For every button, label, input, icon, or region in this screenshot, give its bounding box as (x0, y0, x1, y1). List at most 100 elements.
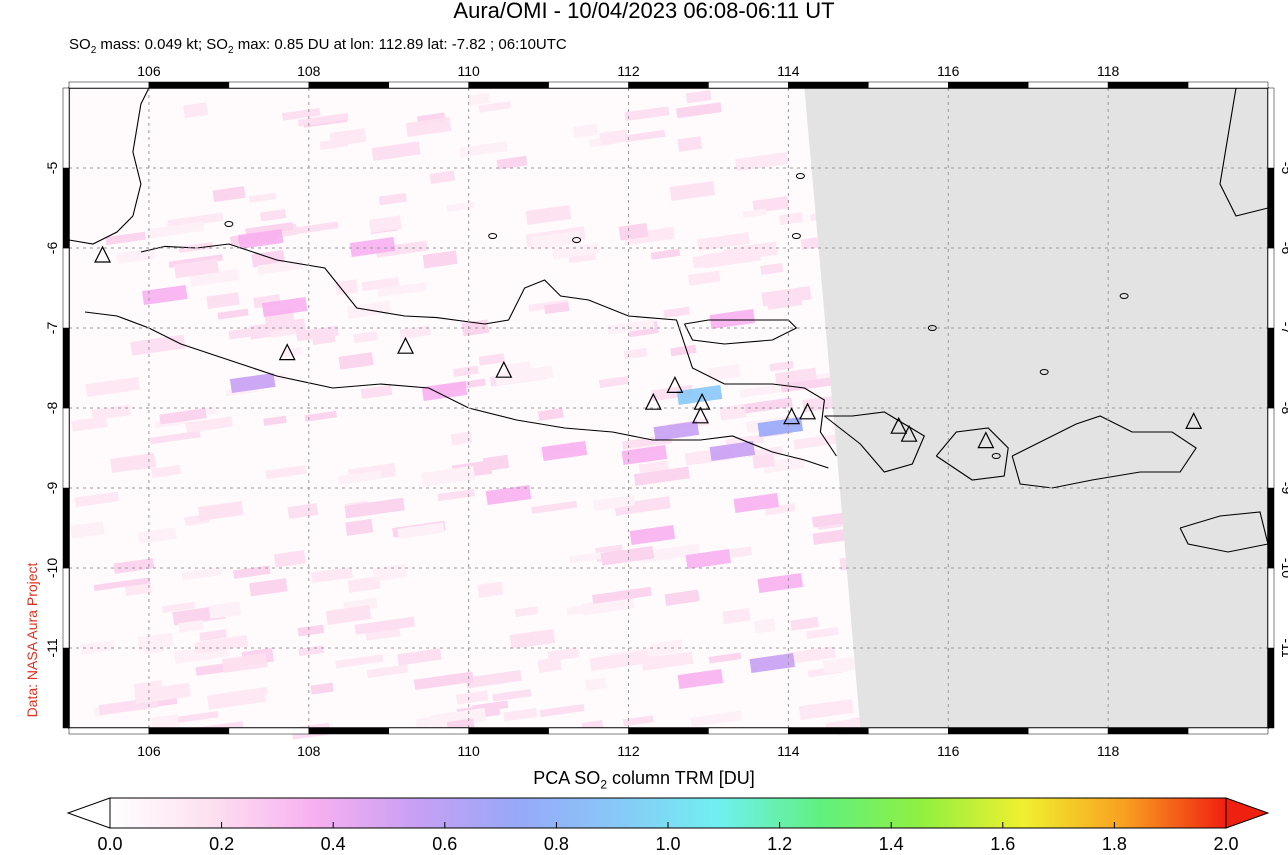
x-tick-label-top: 114 (777, 63, 800, 79)
colorbar-label: 1.6 (990, 834, 1016, 854)
colorbar-title-sub: 2 (600, 777, 607, 792)
so2-pixel (221, 653, 268, 674)
background-pixel (228, 327, 255, 340)
background-pixel (310, 682, 334, 695)
background-pixel (798, 698, 854, 721)
background-pixel (585, 677, 607, 691)
so2-pixel (709, 309, 756, 330)
island-outline (572, 237, 582, 243)
background-pixel (692, 254, 716, 269)
x-tick-label-bottom: 118 (1097, 743, 1120, 759)
so2-pixel (237, 229, 284, 250)
so2-pixel (733, 493, 780, 514)
background-pixel (375, 240, 428, 258)
frame-segment (62, 247, 70, 329)
x-tick-label-top: 110 (458, 63, 481, 79)
background-pixel (151, 464, 182, 478)
y-tick-label-right: -5 (1279, 162, 1288, 175)
background-pixel (599, 129, 629, 146)
so2-pixel (629, 525, 676, 546)
background-pixel (249, 578, 288, 597)
frame-segment (628, 727, 709, 735)
background-pixel (149, 430, 201, 445)
background-pixel (173, 258, 220, 279)
background-pixel (189, 268, 239, 287)
background-pixel (344, 497, 405, 519)
background-pixel (166, 711, 219, 725)
background-pixel (260, 209, 287, 222)
island-outline (488, 233, 498, 239)
background-pixel (663, 306, 690, 318)
background-pixel (296, 325, 339, 342)
frame-segment (548, 727, 629, 735)
colorbar (66, 797, 1270, 829)
background-pixel (593, 494, 636, 511)
volcano-marker (644, 392, 662, 410)
frame-segment (628, 81, 709, 89)
background-pixel (543, 302, 570, 315)
subtitle-b-sub: 2 (227, 45, 234, 56)
x-tick-label-top: 112 (617, 63, 640, 79)
background-pixel (455, 690, 489, 705)
background-pixel (638, 460, 669, 474)
x-tick-label-top: 116 (937, 63, 960, 79)
x-tick-label-bottom: 112 (617, 743, 640, 759)
background-pixel (778, 212, 803, 226)
background-pixel (446, 201, 475, 212)
background-pixel (161, 601, 196, 613)
x-tick-label-bottom: 106 (137, 743, 161, 759)
background-pixel (503, 707, 538, 722)
background-pixel (531, 500, 578, 514)
island-outline (991, 453, 1001, 459)
so2-pixel (325, 605, 372, 626)
background-pixel (181, 566, 223, 581)
so2-pixel (421, 381, 468, 402)
background-pixel (159, 408, 207, 425)
background-pixel (677, 136, 703, 152)
y-tick-label-right: -7 (1279, 322, 1288, 335)
background-pixel (233, 565, 271, 579)
y-tick-label-left: -10 (44, 558, 60, 578)
background-pixel (270, 327, 297, 338)
background-pixel (793, 432, 849, 450)
background-pixel (492, 688, 532, 702)
background-pixel (345, 518, 374, 536)
background-pixel (752, 453, 775, 469)
background-pixel (690, 710, 743, 728)
so2-pixel (621, 445, 668, 466)
coastline-bali (824, 411, 925, 473)
background-pixel (297, 112, 349, 127)
background-pixel (291, 221, 339, 235)
background-pixel (624, 106, 670, 122)
background-pixel (539, 703, 585, 718)
map-subtitle: SO2 mass: 0.049 kt; SO2 max: 0.85 DU at … (69, 36, 567, 56)
frame-segment (388, 727, 469, 735)
frame-segment (948, 81, 1029, 89)
background-pixel (249, 318, 306, 340)
frame-segment (62, 87, 70, 169)
y-tick-label-right: -9 (1279, 482, 1288, 495)
background-pixel (116, 248, 156, 264)
colorbar-label: 2.0 (1213, 834, 1239, 854)
background-pixel (329, 128, 367, 147)
background-pixel (378, 192, 407, 206)
frame-segment (1267, 167, 1275, 249)
frame-segment (62, 327, 70, 409)
background-pixel (478, 101, 511, 113)
frame-segment (148, 81, 230, 89)
frame-segment (708, 81, 789, 89)
so2-pixel (757, 573, 804, 594)
background-pixel (760, 262, 784, 275)
so2-pixel (142, 285, 188, 306)
island-outline (795, 173, 805, 179)
background-pixel (371, 141, 421, 161)
background-pixel (199, 629, 227, 642)
background-pixel (421, 465, 476, 487)
background-pixel (633, 466, 690, 486)
volcano-marker (666, 376, 684, 393)
frame-segment (1267, 247, 1275, 329)
background-pixel (80, 640, 115, 655)
background-pixel (514, 606, 538, 617)
frame-segment (228, 81, 310, 89)
background-pixel (530, 230, 581, 251)
